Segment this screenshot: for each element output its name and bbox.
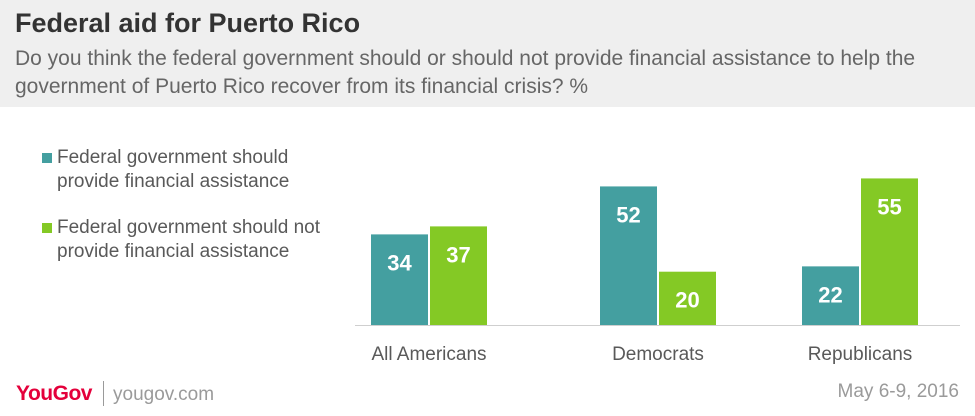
legend-swatch-teal [42,153,52,163]
yougov-logo: YouGov [16,382,92,405]
legend-label-not-provide: Federal government should not provide fi… [57,217,320,262]
category-label: Republicans [808,344,913,365]
legend-item-provide: Federal government should provide financ… [42,146,342,194]
bar-value-label: 20 [675,288,699,313]
category-label: Democrats [612,344,704,365]
survey-date: May 6-9, 2016 [837,381,959,402]
bar-chart: 34 37 All Americans 52 20 Democrats 22 55 Republ… [355,178,960,365]
footer-divider [103,381,104,406]
bar-value-label: 34 [387,250,412,275]
bar [861,178,918,325]
bar [600,186,657,325]
bar [659,271,716,325]
bar [802,266,859,325]
bar-value-label: 55 [877,194,901,219]
legend-swatch-green [42,223,52,233]
bar-value-label: 22 [818,282,842,307]
legend-item-not-provide: Federal government should not provide fi… [42,216,342,264]
footer-url: yougov.com [113,384,215,405]
chart-title: Federal aid for Puerto Rico [15,8,361,38]
header-band: Federal aid for Puerto Rico Do you think… [0,0,975,107]
bar [430,226,487,325]
legend-label-provide: Federal government should provide financ… [57,147,290,192]
category-label: All Americans [371,344,486,365]
bar-value-label: 37 [446,242,470,267]
chart-subtitle: Do you think the federal government shou… [15,47,916,98]
bar-value-label: 52 [616,202,640,227]
bar [371,234,428,325]
legend: Federal government should provide financ… [42,146,342,264]
